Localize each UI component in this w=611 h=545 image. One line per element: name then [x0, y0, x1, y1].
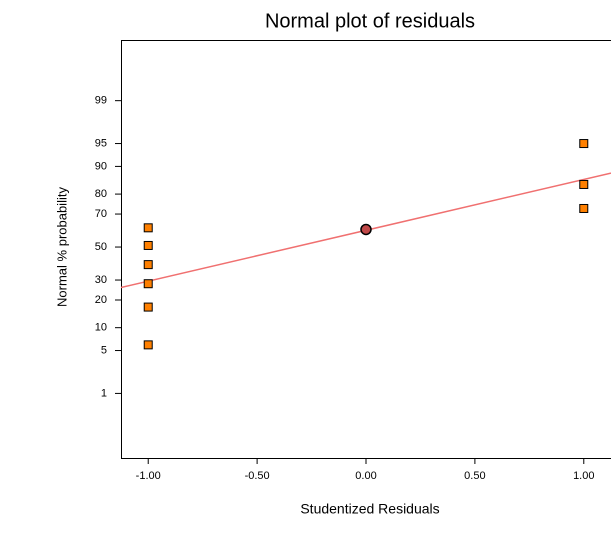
data-point — [579, 203, 589, 213]
x-tick-label: 0.00 — [355, 470, 376, 482]
x-tick-label: 0.50 — [464, 470, 485, 482]
data-point — [360, 223, 372, 236]
y-tick-label: 95 — [95, 137, 107, 149]
data-point — [143, 260, 153, 270]
y-tick-label: 1 — [101, 387, 107, 399]
data-point — [143, 223, 153, 233]
y-tick-label: 10 — [95, 322, 107, 334]
x-axis-label: Studentized Residuals — [300, 501, 439, 517]
y-tick-label: 50 — [95, 241, 107, 253]
plot-frame — [121, 40, 611, 459]
y-tick-label: 5 — [101, 344, 107, 356]
y-tick-label: 90 — [95, 160, 107, 172]
chart-title: Normal plot of residuals — [265, 10, 475, 32]
x-tick-label: -1.00 — [136, 470, 161, 482]
x-tick-label: -0.50 — [245, 470, 270, 482]
y-tick-label: 70 — [95, 208, 107, 220]
data-point — [579, 179, 589, 189]
data-point — [143, 279, 153, 289]
y-axis-label: Normal % probability — [54, 187, 69, 307]
y-tick-label: 30 — [95, 274, 107, 286]
x-tick-label: 1.00 — [573, 470, 594, 482]
data-point — [143, 340, 153, 350]
data-point — [143, 302, 153, 312]
y-tick-label: 80 — [95, 188, 107, 200]
y-tick-label: 20 — [95, 294, 107, 306]
data-point — [579, 139, 589, 149]
y-tick-label: 99 — [95, 95, 107, 107]
data-point — [143, 240, 153, 250]
